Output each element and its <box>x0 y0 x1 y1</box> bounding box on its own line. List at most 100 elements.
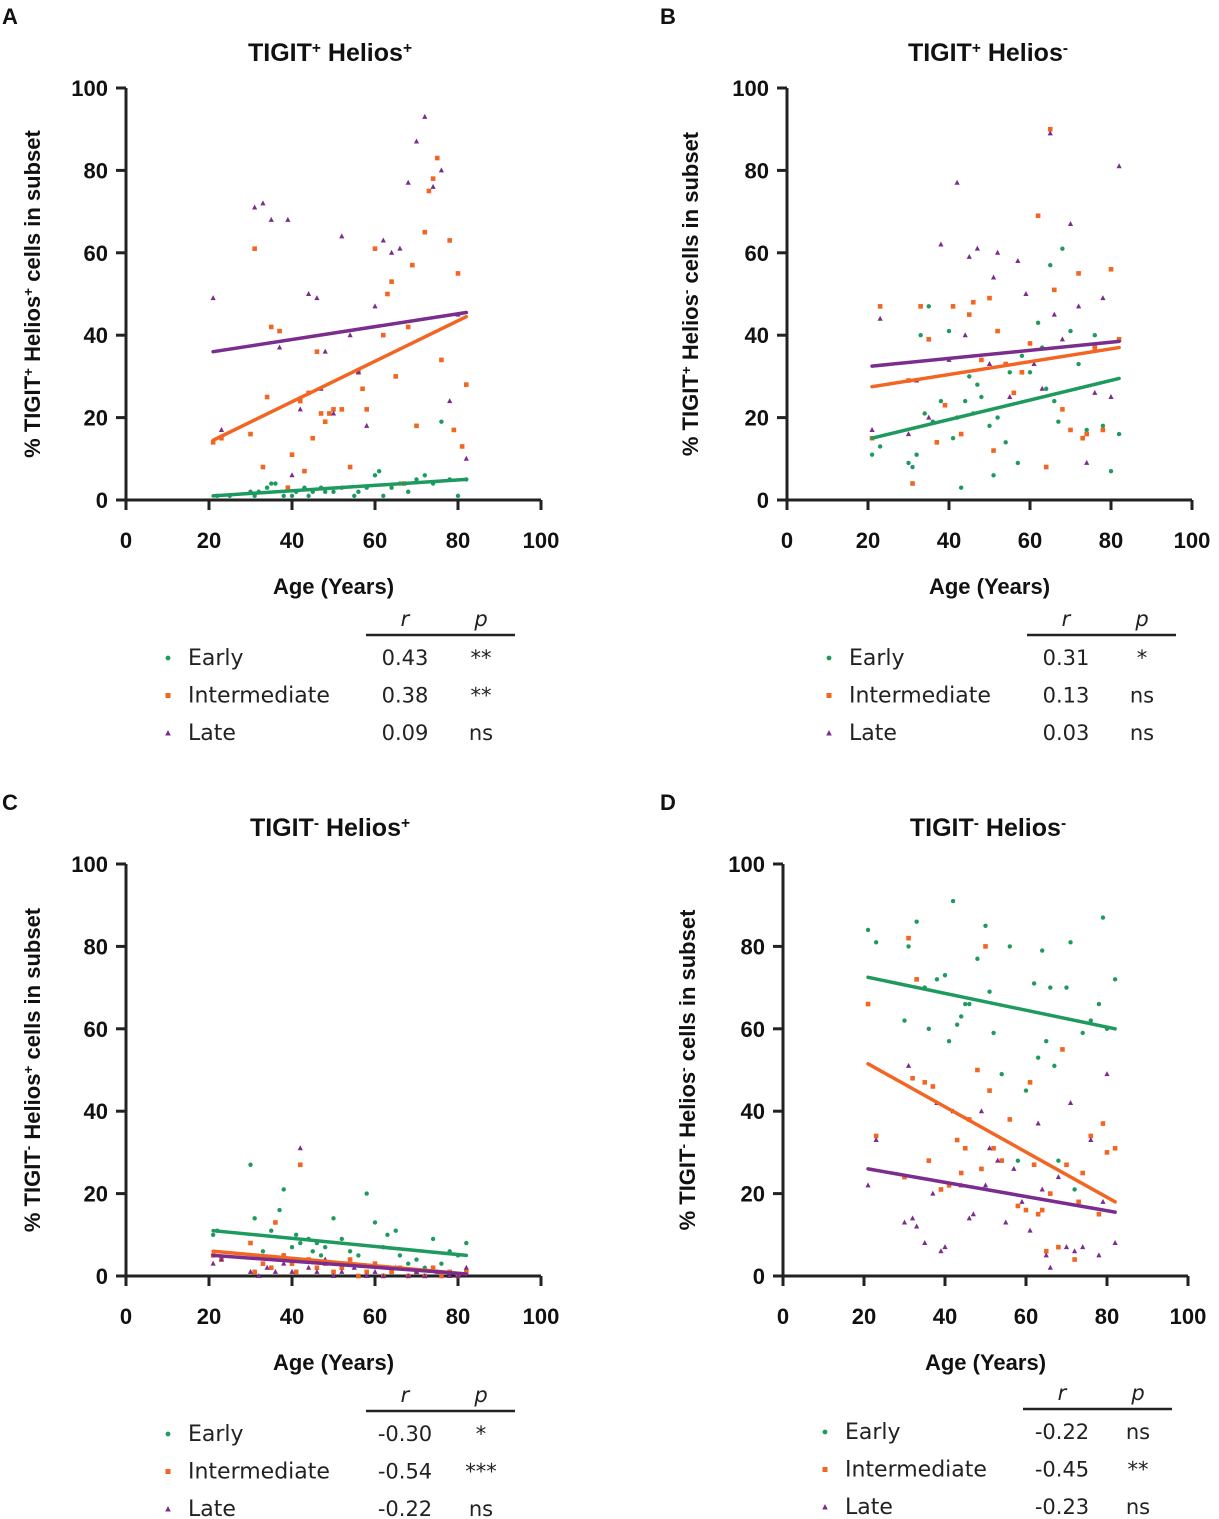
point-intermediate <box>958 1170 964 1176</box>
point-late <box>954 179 960 185</box>
point-early <box>252 1216 257 1221</box>
fit-line-early <box>866 975 1117 1031</box>
point-intermediate <box>347 1257 353 1262</box>
y-axis-label: % TIGIT+ Helios+ cells in subset <box>20 129 45 457</box>
point-early <box>397 1253 403 1258</box>
point-intermediate <box>918 304 923 309</box>
point-early <box>372 1220 378 1225</box>
chart-title: TIGIT- Helios+ <box>250 814 410 842</box>
point-early <box>260 1249 266 1254</box>
y-tick-label: 60 <box>745 241 769 266</box>
point-late <box>380 237 386 243</box>
p-header: p <box>1134 607 1148 631</box>
legend-marker-intermediate <box>826 693 832 698</box>
x-tick-label: 100 <box>1174 528 1211 553</box>
point-intermediate <box>285 485 291 490</box>
point-intermediate <box>1116 337 1122 342</box>
point-early <box>950 898 956 904</box>
point-late <box>1015 258 1021 264</box>
point-intermediate <box>360 386 365 392</box>
point-early <box>1092 333 1098 338</box>
point-late <box>1067 1099 1074 1105</box>
point-late <box>413 138 420 144</box>
point-early <box>364 1191 369 1196</box>
legend-marker-early <box>826 655 832 661</box>
point-late <box>463 455 469 461</box>
point-early <box>1040 948 1045 953</box>
point-early <box>1068 328 1073 334</box>
point-early <box>381 493 386 499</box>
panel-A: A TIGIT+ Helios+ 0 20 40 60 80 100 0 20 40 60 80 100 A… <box>2 4 559 746</box>
r-value: 0.43 <box>382 646 429 670</box>
series-late <box>210 113 469 478</box>
series-intermediate <box>210 155 469 490</box>
point-early <box>464 1240 469 1246</box>
point-intermediate <box>1084 431 1089 437</box>
point-late <box>1072 1248 1078 1254</box>
y-tick-label: 0 <box>96 488 108 513</box>
point-intermediate <box>962 1145 968 1151</box>
p-value: ** <box>471 684 492 708</box>
point-early <box>946 328 952 334</box>
point-intermediate <box>1108 266 1114 272</box>
point-early <box>1064 985 1069 990</box>
point-intermediate <box>1039 1207 1045 1213</box>
point-late <box>1100 295 1106 301</box>
x-tick-label: 60 <box>363 1304 387 1329</box>
y-tick-label: 100 <box>732 76 769 101</box>
point-late <box>306 291 312 296</box>
point-early <box>963 1001 968 1007</box>
point-late <box>314 295 320 301</box>
point-late <box>405 179 411 185</box>
point-early <box>1015 460 1021 466</box>
point-intermediate <box>1096 1211 1102 1217</box>
point-intermediate <box>991 1145 996 1151</box>
point-early <box>347 1249 353 1254</box>
point-late <box>1076 303 1082 309</box>
panel-letter: C <box>2 790 18 815</box>
point-intermediate <box>302 468 307 474</box>
fit-line-late <box>211 310 469 354</box>
point-late <box>256 1273 262 1278</box>
point-intermediate <box>987 295 992 301</box>
r-header: r <box>401 1383 411 1407</box>
point-late <box>339 233 345 239</box>
point-early <box>393 1228 398 1233</box>
point-late <box>1039 1186 1045 1192</box>
point-late <box>990 274 997 280</box>
p-value: ns <box>469 721 493 745</box>
point-intermediate <box>1035 1211 1041 1217</box>
point-intermediate <box>393 374 399 379</box>
point-late <box>1039 385 1045 391</box>
point-late <box>397 245 403 251</box>
point-early <box>1027 370 1033 375</box>
point-early <box>999 1071 1004 1077</box>
point-late <box>877 315 883 321</box>
y-tick-label: 20 <box>745 406 769 431</box>
point-early <box>310 1249 315 1254</box>
point-late <box>210 295 216 301</box>
point-early <box>293 1232 299 1238</box>
legend-label: Early <box>188 646 244 671</box>
r-value: 0.09 <box>382 721 429 745</box>
point-early <box>356 1253 361 1258</box>
point-early <box>414 477 419 482</box>
point-late <box>1023 291 1029 296</box>
point-intermediate <box>966 312 972 317</box>
series-late <box>865 1062 1118 1270</box>
point-early <box>1084 427 1089 433</box>
point-early <box>289 1244 295 1250</box>
point-intermediate <box>210 440 216 445</box>
point-early <box>946 1038 952 1044</box>
point-early <box>975 956 980 961</box>
point-early <box>430 1236 436 1242</box>
y-tick-label: 40 <box>84 1099 108 1124</box>
x-tick-label: 80 <box>446 528 470 553</box>
x-tick-label: 100 <box>523 528 560 553</box>
point-intermediate <box>389 1269 394 1275</box>
x-tick-label: 80 <box>1095 1304 1119 1329</box>
point-late <box>218 426 225 432</box>
r-header: r <box>1058 1381 1068 1405</box>
point-late <box>995 249 1001 255</box>
point-early <box>1048 262 1053 268</box>
